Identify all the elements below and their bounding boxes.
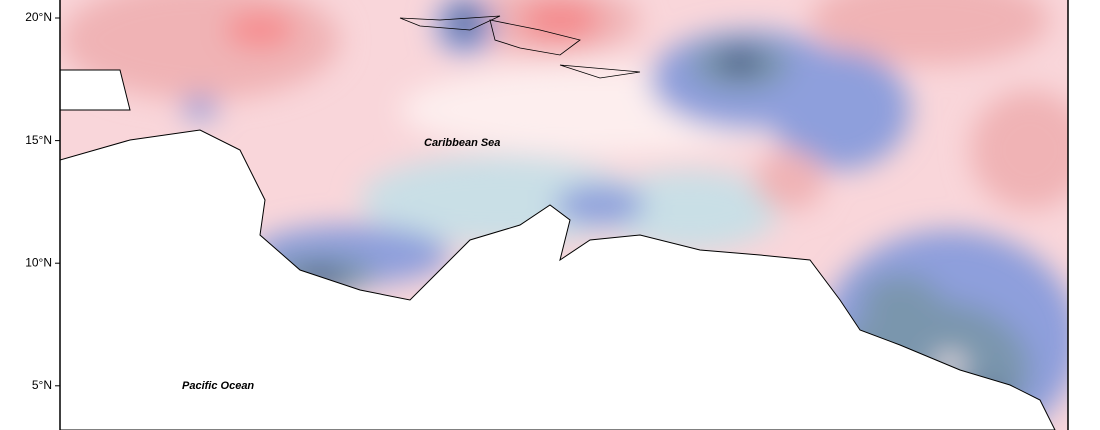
lat-axis: 20°N 15°N 10°N 5°N [25, 10, 60, 392]
island [559, 64, 641, 79]
sea-label: Caribbean Sea [424, 137, 500, 149]
anomaly-field [60, 0, 1068, 430]
tick-label: 20°N [25, 10, 52, 24]
tick-label: 10°N [25, 255, 52, 269]
ocean-label: Pacific Ocean [182, 380, 254, 392]
island [399, 15, 501, 31]
land [60, 129, 1056, 430]
land [60, 69, 131, 111]
tick-label: 5°N [32, 378, 52, 392]
tick-label: 15°N [25, 133, 52, 147]
island [489, 19, 581, 56]
